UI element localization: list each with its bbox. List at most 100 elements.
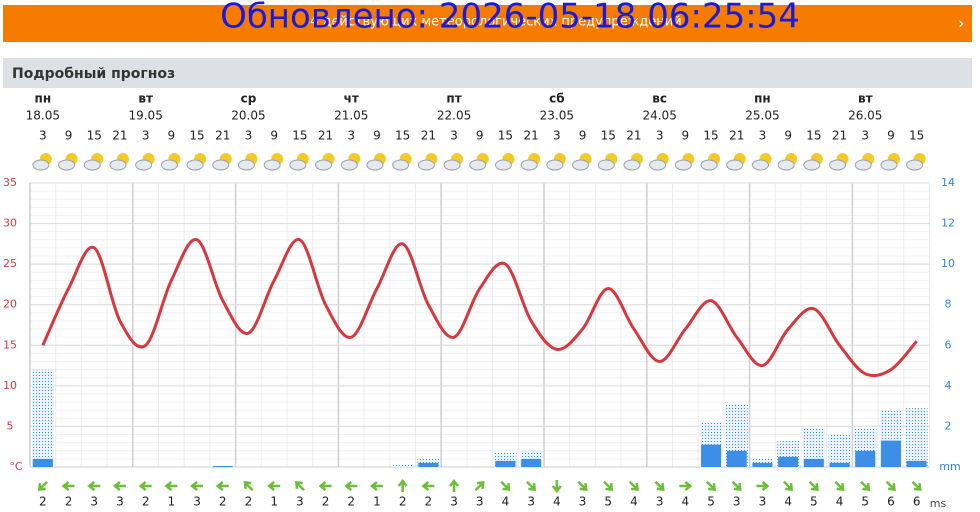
cloud [726, 159, 744, 171]
wind-arrow [756, 481, 770, 491]
wind-arrow [705, 480, 717, 491]
wind-speed: 3 [296, 495, 304, 509]
wind-speed: 2 [322, 495, 330, 509]
weather-icon [854, 153, 875, 171]
hour: 21 [318, 129, 333, 143]
y-tick-label: 15 [3, 338, 17, 351]
arrow [834, 480, 845, 491]
arrow [885, 480, 896, 491]
arrow [526, 480, 537, 491]
temperature-line [41, 238, 918, 378]
arrow [654, 480, 665, 491]
date: 24.05 [642, 109, 676, 123]
hour: 9 [579, 129, 587, 143]
wind-speed: 3 [527, 495, 535, 509]
weather-icon [880, 153, 900, 171]
weather-icon [597, 153, 618, 171]
wind-speed: 2 [142, 495, 150, 509]
cloud [469, 159, 487, 171]
arrow [421, 481, 435, 491]
arrow [190, 481, 204, 491]
cloud [597, 159, 615, 171]
wind-speed: 1 [270, 495, 278, 509]
weather-icon [392, 153, 412, 171]
cloud [906, 159, 924, 171]
precip-bar [31, 369, 54, 467]
arrow [808, 480, 819, 491]
precip-bar [802, 428, 825, 467]
warning-text[interactable]: 4 действующих метеорологических предупре… [310, 15, 682, 30]
weather-icon [443, 153, 464, 171]
wind-speed: 3 [476, 495, 484, 509]
hour: 15 [909, 129, 924, 143]
wind-speed: 3 [579, 495, 587, 509]
arrow [628, 480, 639, 491]
wind-speed: 4 [836, 495, 844, 509]
cloud [777, 159, 795, 171]
warning-banner[interactable] [3, 5, 972, 42]
precip-bar [778, 456, 799, 467]
arrow [577, 480, 588, 491]
weekday: вт [858, 92, 873, 106]
weather-icon [751, 153, 772, 171]
wind-speed: 4 [553, 495, 561, 509]
weekday: пн [754, 92, 771, 106]
hour: 15 [189, 129, 204, 143]
cloud [109, 159, 127, 171]
wind-unit: ms [930, 497, 947, 508]
cloud [572, 159, 590, 171]
precip-bar [880, 440, 901, 467]
weather-icon [315, 153, 335, 171]
precip-bar [803, 458, 824, 467]
cloud [623, 159, 641, 171]
arrow [783, 480, 794, 491]
date: 18.05 [26, 109, 60, 123]
precip-bar [855, 450, 876, 467]
cloud [160, 159, 178, 171]
hour: 15 [703, 129, 718, 143]
hour: 9 [270, 129, 278, 143]
weather-icon [212, 153, 232, 171]
arrow [215, 481, 229, 491]
arrow [243, 481, 254, 492]
cloud [135, 159, 153, 171]
wind-speed: 4 [502, 495, 510, 509]
weather-icon [366, 153, 386, 171]
wind-speed: 5 [707, 495, 715, 509]
wind-arrow [87, 481, 101, 491]
y2-tick-label: 2 [945, 419, 952, 432]
wind-arrow [267, 481, 281, 491]
wind-arrow [808, 480, 819, 491]
weather-icon [32, 153, 52, 171]
weather-icon [83, 153, 104, 171]
weather-icon [777, 153, 798, 171]
wind-speed: 2 [399, 495, 407, 509]
wind-arrow [577, 480, 588, 491]
y2-tick-label: 4 [945, 379, 952, 392]
weather-icon [494, 153, 515, 171]
weather-icon [649, 153, 669, 171]
wind-speed: 5 [810, 495, 818, 509]
weather-icon [700, 153, 721, 171]
wind-speed: 2 [65, 495, 73, 509]
cloud [212, 159, 230, 171]
wind-arrow [61, 481, 75, 491]
arrow [474, 481, 485, 492]
wind-arrow [603, 480, 614, 491]
wind-speed: 5 [604, 495, 612, 509]
hour: 15 [395, 129, 410, 143]
cloud [520, 159, 538, 171]
y2-label: mm [939, 460, 960, 473]
cloud [417, 159, 435, 171]
arrow [138, 481, 152, 491]
date: 26.05 [848, 109, 882, 123]
wind-arrow [138, 481, 152, 491]
arrow [449, 478, 460, 492]
weekday: чт [344, 92, 359, 106]
hour: 21 [729, 129, 744, 143]
precip-bar [752, 462, 773, 467]
chevron[interactable]: › [958, 14, 964, 33]
weather-icon [726, 153, 746, 171]
cloud [829, 159, 847, 171]
weekday: пт [446, 92, 461, 106]
